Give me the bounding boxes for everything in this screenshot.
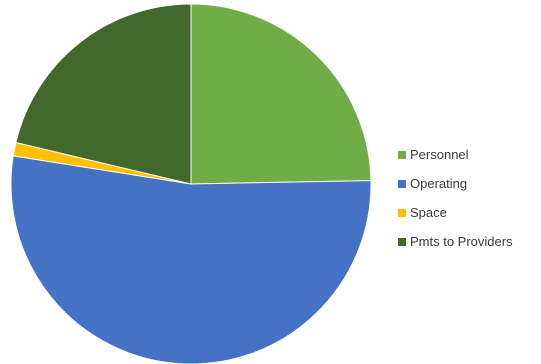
legend-label-operating: Operating [410,176,468,191]
pie-slice-operating [10,155,372,364]
legend-label-space: Space [410,205,447,220]
legend-item-operating: Operating [398,169,513,198]
legend-item-personnel: Personnel [398,140,513,169]
legend-swatch-pmts-to-providers [398,237,406,246]
legend-swatch-space [398,208,406,217]
pie-slices [10,3,372,364]
legend-item-space: Space [398,198,513,227]
legend-item-pmts-to-providers: Pmts to Providers [398,227,513,256]
legend: Personnel Operating Space Pmts to Provid… [398,140,513,256]
legend-label-personnel: Personnel [410,147,469,162]
legend-swatch-personnel [398,150,406,159]
pie-slice-pmts-to-providers [15,3,192,185]
pie-slice-personnel [190,3,372,185]
legend-swatch-operating [398,179,406,188]
legend-label-pmts-to-providers: Pmts to Providers [410,234,513,249]
